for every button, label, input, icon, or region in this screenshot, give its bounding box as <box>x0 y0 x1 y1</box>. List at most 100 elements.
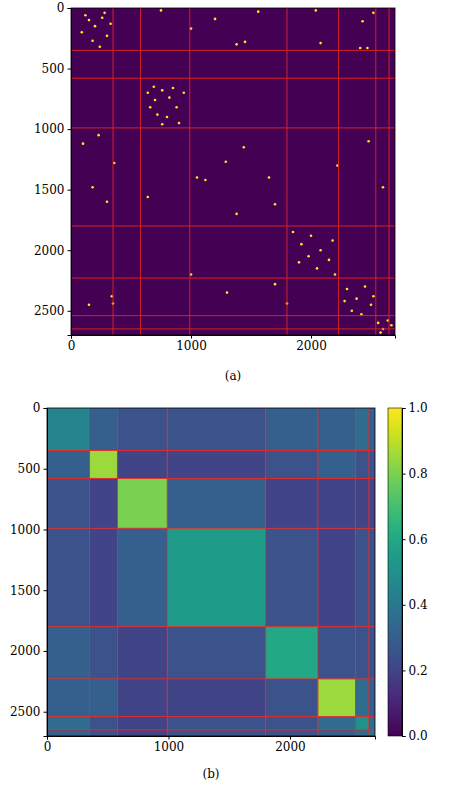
tick-mark <box>402 736 406 737</box>
boundary-line <box>71 278 395 279</box>
tick-mark <box>311 335 312 339</box>
point <box>307 255 310 258</box>
point <box>226 291 229 294</box>
tick: 0 <box>44 736 52 754</box>
cell <box>369 528 375 626</box>
point <box>274 203 277 206</box>
cell <box>318 679 356 717</box>
point <box>257 10 260 13</box>
cell <box>90 679 118 717</box>
cell <box>356 627 369 679</box>
cell <box>47 730 90 736</box>
tick: 1000 <box>34 122 71 136</box>
point <box>235 213 238 216</box>
tick-mark <box>402 474 406 475</box>
cell <box>167 528 265 626</box>
point <box>183 91 186 94</box>
cell <box>266 478 318 528</box>
tick-mark <box>44 529 48 530</box>
boundary-line <box>167 408 168 736</box>
cell <box>266 679 318 717</box>
cell <box>47 451 90 479</box>
point <box>346 288 349 291</box>
cell <box>117 528 167 626</box>
tick-label: 0.6 <box>409 533 428 547</box>
tick: 2500 <box>34 304 71 318</box>
cell <box>356 528 369 626</box>
cell <box>369 478 375 528</box>
cell <box>90 730 118 736</box>
cell <box>369 408 375 451</box>
point <box>147 196 150 199</box>
cell <box>167 679 265 717</box>
tick-mark <box>44 469 48 470</box>
point <box>355 297 358 300</box>
point <box>319 42 322 45</box>
tick: 0 <box>68 335 76 353</box>
cell <box>167 627 265 679</box>
cell <box>117 627 167 679</box>
boundary-line <box>47 478 375 479</box>
tick-mark <box>44 651 48 652</box>
cell <box>369 717 375 730</box>
tick-label: 1.0 <box>409 401 428 415</box>
tick: 0 <box>57 1 71 15</box>
colorbar <box>388 408 402 736</box>
tick-mark <box>44 408 48 409</box>
cell <box>117 478 167 528</box>
cell <box>318 730 356 736</box>
point <box>178 122 181 125</box>
cell <box>369 679 375 717</box>
tick: 1500 <box>10 584 47 598</box>
point <box>156 113 159 116</box>
tick-label: 0.4 <box>409 598 428 612</box>
tick-label: 1000 <box>34 122 65 136</box>
point <box>382 186 385 189</box>
point <box>298 261 301 264</box>
cell <box>318 408 356 451</box>
tick-label: 2000 <box>34 244 65 258</box>
point <box>94 25 97 28</box>
tick: 0.6 <box>402 533 428 547</box>
boundary-line <box>368 408 369 736</box>
point <box>160 9 163 12</box>
point <box>166 116 169 119</box>
axis-line <box>48 737 376 740</box>
point <box>168 96 171 99</box>
point <box>147 91 150 94</box>
cell <box>356 730 369 736</box>
tick-label: 0 <box>33 401 41 415</box>
cell <box>369 627 375 679</box>
panel: 01000200005001000150020002500(b)0.00.20.… <box>10 401 428 781</box>
boundary-line <box>375 8 376 335</box>
boundary-line <box>47 528 375 529</box>
cell <box>356 408 369 451</box>
point <box>91 39 94 42</box>
cell <box>167 730 265 736</box>
point <box>364 285 367 288</box>
point <box>268 176 271 179</box>
cell <box>318 478 356 528</box>
point <box>310 234 313 237</box>
point <box>274 283 277 286</box>
colorbar-axis: 0.00.20.40.60.81.0 <box>402 401 428 743</box>
tick: 1000 <box>154 736 185 754</box>
point <box>316 267 319 270</box>
cell <box>167 408 265 451</box>
tick: 2000 <box>34 244 71 258</box>
point <box>175 106 178 109</box>
cell <box>47 679 90 717</box>
cell <box>356 478 369 528</box>
point <box>161 123 164 126</box>
tick-mark <box>68 190 72 191</box>
boundary-line <box>71 78 395 79</box>
tick-label: 2000 <box>296 339 327 353</box>
point <box>319 249 322 252</box>
point <box>172 87 175 90</box>
boundary-line <box>287 8 288 335</box>
tick-label: 2000 <box>275 740 306 754</box>
cell <box>318 717 356 730</box>
point <box>390 324 393 327</box>
cell <box>117 717 167 730</box>
boundary-line <box>189 8 190 335</box>
